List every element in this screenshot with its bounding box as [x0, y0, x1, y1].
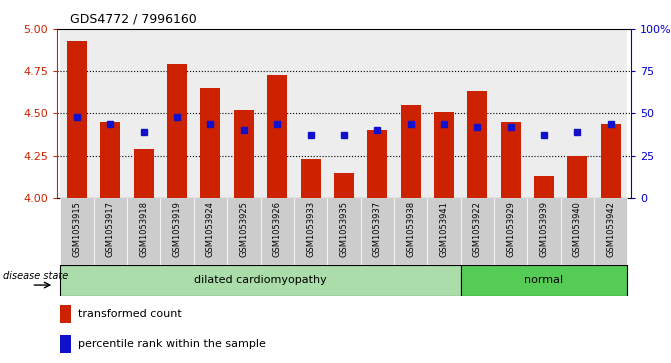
Bar	[234, 110, 254, 198]
Bar	[394, 29, 427, 198]
Bar	[460, 29, 494, 198]
Bar	[294, 198, 327, 265]
Text: GSM1053942: GSM1053942	[606, 201, 615, 257]
Text: transformed count: transformed count	[78, 309, 181, 319]
Bar	[201, 88, 221, 198]
Text: GSM1053922: GSM1053922	[473, 201, 482, 257]
Bar	[227, 198, 260, 265]
Text: GSM1053926: GSM1053926	[272, 201, 282, 257]
Text: GSM1053918: GSM1053918	[140, 201, 148, 257]
Bar	[60, 29, 94, 198]
Bar	[427, 29, 460, 198]
Bar	[60, 305, 71, 323]
Bar	[334, 172, 354, 198]
Text: GSM1053935: GSM1053935	[340, 201, 348, 257]
Bar	[301, 159, 321, 198]
Bar	[101, 122, 120, 198]
Bar	[360, 29, 394, 198]
Text: GSM1053939: GSM1053939	[539, 201, 548, 257]
Bar	[60, 335, 71, 353]
Bar	[601, 123, 621, 198]
Bar	[60, 265, 460, 296]
Bar	[427, 198, 460, 265]
Bar	[127, 198, 160, 265]
Bar	[227, 29, 260, 198]
Text: GSM1053940: GSM1053940	[573, 201, 582, 257]
Bar	[67, 41, 87, 198]
Text: GSM1053917: GSM1053917	[106, 201, 115, 257]
Bar	[260, 29, 294, 198]
Bar	[394, 198, 427, 265]
Bar	[568, 156, 587, 198]
Text: GSM1053938: GSM1053938	[406, 201, 415, 257]
Bar	[194, 198, 227, 265]
Bar	[127, 29, 160, 198]
Bar	[527, 29, 561, 198]
Bar	[494, 198, 527, 265]
Text: disease state: disease state	[3, 271, 68, 281]
Text: GSM1053937: GSM1053937	[373, 201, 382, 257]
Bar	[94, 29, 127, 198]
Text: GSM1053915: GSM1053915	[72, 201, 82, 257]
Text: GSM1053919: GSM1053919	[172, 201, 182, 257]
Bar	[267, 75, 287, 198]
Bar	[561, 29, 594, 198]
Text: GSM1053924: GSM1053924	[206, 201, 215, 257]
Bar	[527, 198, 561, 265]
Bar	[167, 65, 187, 198]
Bar	[294, 29, 327, 198]
Text: normal: normal	[525, 276, 564, 285]
Bar	[594, 198, 627, 265]
Bar	[360, 198, 394, 265]
Text: GDS4772 / 7996160: GDS4772 / 7996160	[70, 12, 197, 25]
Text: GSM1053941: GSM1053941	[440, 201, 448, 257]
Bar	[160, 198, 194, 265]
Bar	[260, 198, 294, 265]
Bar	[494, 29, 527, 198]
Text: percentile rank within the sample: percentile rank within the sample	[78, 339, 266, 349]
Bar	[327, 29, 360, 198]
Bar	[467, 91, 487, 198]
Bar	[460, 198, 494, 265]
Text: GSM1053929: GSM1053929	[506, 201, 515, 257]
Bar	[401, 105, 421, 198]
Bar	[134, 149, 154, 198]
Bar	[434, 112, 454, 198]
Text: dilated cardiomyopathy: dilated cardiomyopathy	[194, 276, 327, 285]
Bar	[327, 198, 360, 265]
Bar	[561, 198, 594, 265]
Bar	[160, 29, 194, 198]
Text: GSM1053933: GSM1053933	[306, 201, 315, 257]
Bar	[367, 130, 387, 198]
Bar	[460, 265, 627, 296]
Bar	[501, 122, 521, 198]
Bar	[534, 176, 554, 198]
Bar	[94, 198, 127, 265]
Bar	[60, 198, 94, 265]
Bar	[194, 29, 227, 198]
Text: GSM1053925: GSM1053925	[240, 201, 248, 257]
Bar	[594, 29, 627, 198]
